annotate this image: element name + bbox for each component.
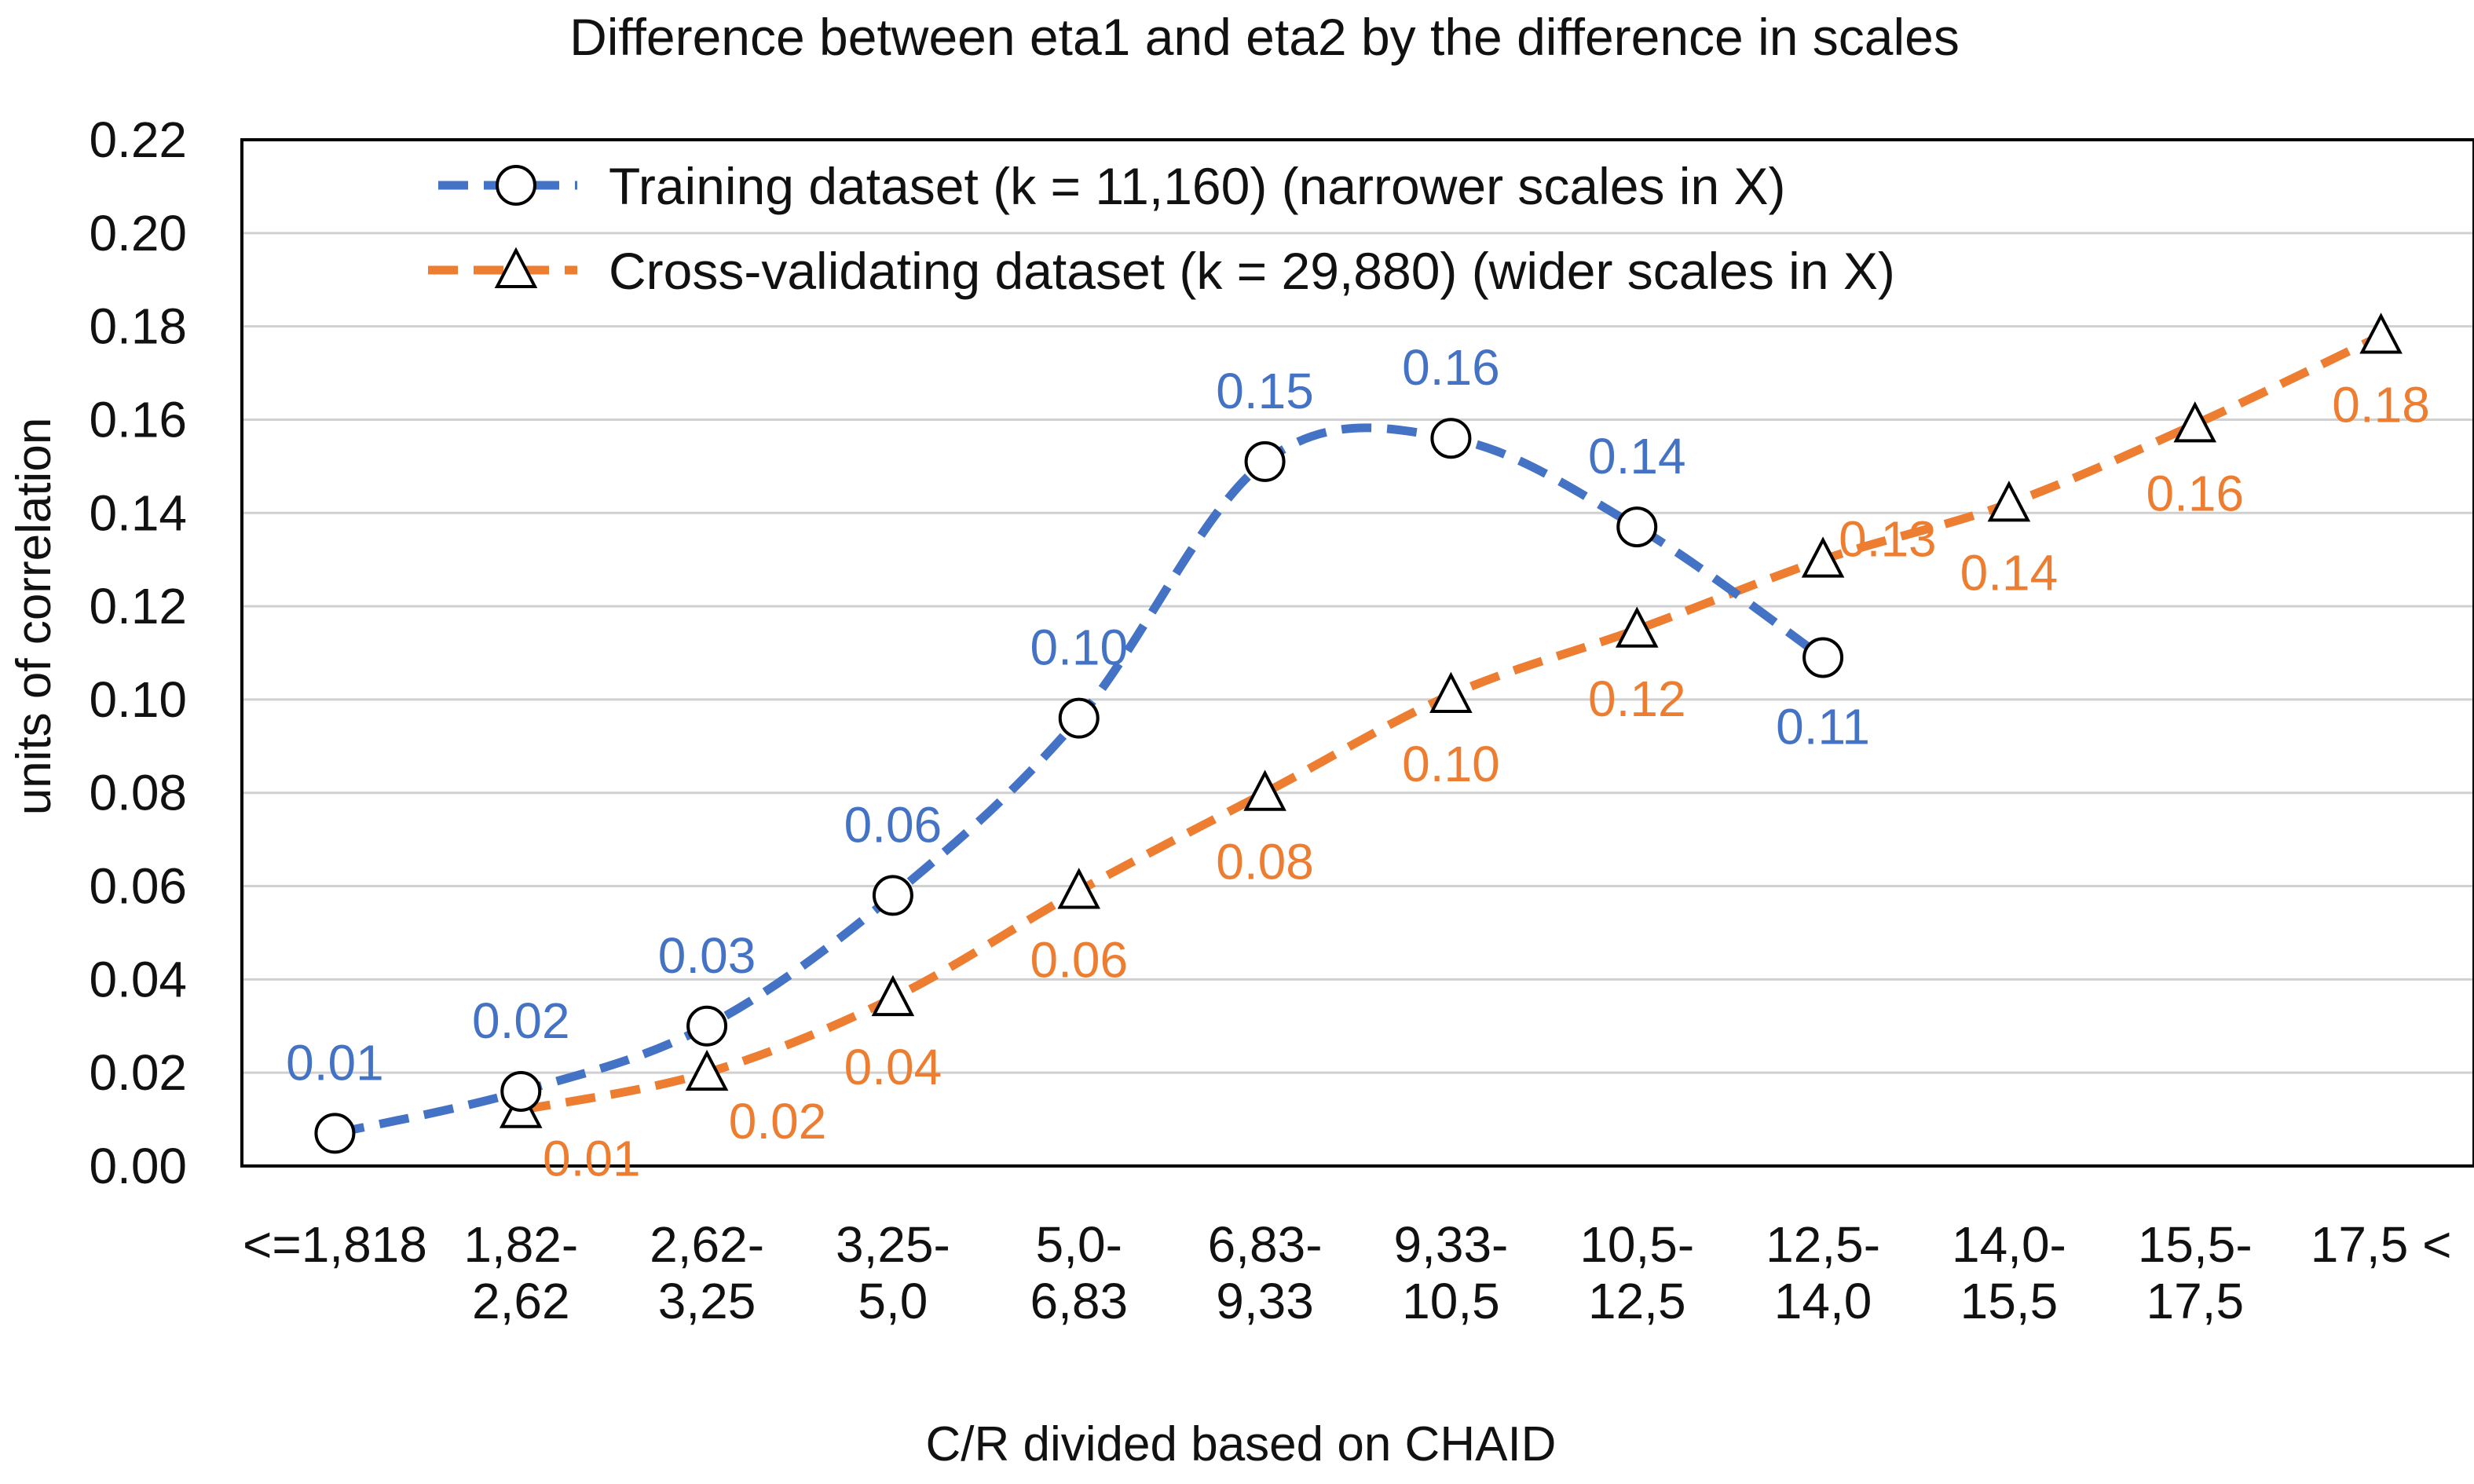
legend: Training dataset (k = 11,160) (narrower … [428, 157, 1895, 300]
y-axis-ticks: 0.00 0.02 0.04 0.06 0.08 0.10 0.12 0.14 0.16 0.18… [89, 111, 187, 1194]
marker-crossval [2173, 401, 2217, 443]
marker-crossval [1057, 868, 1101, 909]
marker-crossval [1243, 769, 1286, 811]
x-tick-label: 12,5- [1766, 1216, 1880, 1273]
x-axis-ticks: <=1,818 1,82-2,622,62-3,253,25-5,05,0-6,8… [243, 1216, 2451, 1329]
marker-training [1616, 506, 1658, 548]
chart-title: Difference between eta1 and eta2 by the … [569, 8, 1960, 66]
marker-training [1430, 418, 1472, 459]
y-tick-label: 0.12 [89, 578, 187, 634]
marker-crossval [1987, 481, 2031, 522]
x-tick-label: 5,0- [1036, 1216, 1122, 1273]
marker-training [1058, 697, 1100, 739]
data-label-crossval: 0.06 [1030, 931, 1128, 988]
x-tick-label: 3,25- [836, 1216, 950, 1273]
x-tick-label: 10,5- [1579, 1216, 1694, 1273]
marker-crossval [1615, 606, 1659, 648]
y-axis-title: units of correlation [7, 418, 61, 816]
data-label-training: 0.14 [1588, 428, 1686, 484]
data-label-training: 0.01 [286, 1034, 384, 1091]
data-labels: 0.01 0.02 0.04 0.06 0.08 0.10 0.12 0.13 0.14 0.16… [286, 339, 2430, 1186]
x-tick-label: 15,5- [2138, 1216, 2253, 1273]
x-tick-label: <=1,818 [243, 1216, 427, 1273]
data-label-crossval: 0.01 [543, 1131, 641, 1187]
y-tick-label: 0.08 [89, 765, 187, 821]
data-label-crossval: 0.13 [1839, 511, 1937, 568]
legend-marker-training [496, 165, 536, 206]
y-tick-label: 0.10 [89, 671, 187, 728]
y-tick-label: 0.18 [89, 298, 187, 355]
marker-crossval [1429, 671, 1473, 713]
x-tick-label: 14,0 [1774, 1273, 1872, 1329]
gridlines [242, 232, 2474, 1074]
y-tick-label: 0.00 [89, 1138, 187, 1194]
marker-crossval [871, 974, 915, 1017]
marker-training [686, 1005, 728, 1047]
data-label-crossval: 0.04 [844, 1039, 942, 1095]
x-tick-label: 2,62 [472, 1273, 570, 1329]
data-label-training: 0.11 [1776, 698, 1870, 755]
x-tick-label: 6,83 [1030, 1273, 1128, 1329]
data-label-crossval: 0.16 [2146, 465, 2244, 521]
data-label-crossval: 0.12 [1588, 671, 1686, 727]
x-tick-label: 14,0- [1952, 1216, 2066, 1273]
data-label-crossval: 0.08 [1216, 834, 1314, 890]
y-tick-label: 0.22 [89, 111, 187, 168]
marker-training [314, 1113, 356, 1154]
data-label-crossval: 0.18 [2332, 377, 2430, 433]
data-label-training: 0.15 [1216, 363, 1314, 419]
legend-label-crossval: Cross-validating dataset (k = 29,880) (w… [609, 242, 1895, 300]
x-tick-label: 12,5 [1588, 1273, 1686, 1329]
y-tick-label: 0.02 [89, 1044, 187, 1101]
marker-crossval [2359, 313, 2403, 354]
x-tick-label: 17,5 < [2311, 1216, 2452, 1273]
y-tick-label: 0.16 [89, 391, 187, 448]
legend-marker-crossval [494, 247, 538, 288]
legend-label-training: Training dataset (k = 11,160) (narrower … [609, 157, 1786, 215]
x-tick-label: 1,82- [463, 1216, 578, 1273]
marker-crossval [1801, 536, 1845, 578]
y-tick-label: 0.06 [89, 858, 187, 915]
y-tick-label: 0.04 [89, 951, 187, 1007]
series-markers [314, 313, 2403, 1154]
data-label-crossval: 0.14 [1960, 544, 2059, 601]
plot-area-frame [240, 138, 2474, 1168]
x-tick-label: 3,25 [658, 1273, 756, 1329]
x-tick-label: 6,83- [1208, 1216, 1323, 1273]
data-label-crossval: 0.10 [1402, 736, 1500, 792]
data-label-training: 0.06 [844, 796, 942, 853]
x-tick-label: 17,5 [2146, 1273, 2244, 1329]
marker-training [872, 875, 913, 916]
x-tick-label: 2,62- [650, 1216, 764, 1273]
x-tick-label: 9,33- [1393, 1216, 1508, 1273]
x-tick-label: 9,33 [1216, 1273, 1314, 1329]
x-tick-label: 5,0 [858, 1273, 928, 1329]
data-label-training: 0.03 [658, 927, 756, 984]
data-label-training: 0.16 [1402, 339, 1500, 396]
data-label-training: 0.10 [1030, 620, 1128, 676]
data-label-crossval: 0.02 [729, 1093, 827, 1150]
x-axis-title: C/R divided based on CHAID [926, 1417, 1557, 1471]
marker-training [1802, 637, 1844, 678]
x-tick-label: 15,5 [1960, 1273, 2059, 1329]
x-tick-label: 10,5 [1402, 1273, 1500, 1329]
y-tick-label: 0.14 [89, 484, 187, 541]
marker-training [1244, 440, 1286, 482]
marker-crossval [685, 1049, 729, 1091]
marker-training [500, 1070, 542, 1112]
data-label-training: 0.02 [472, 992, 570, 1049]
y-tick-label: 0.20 [89, 205, 187, 261]
